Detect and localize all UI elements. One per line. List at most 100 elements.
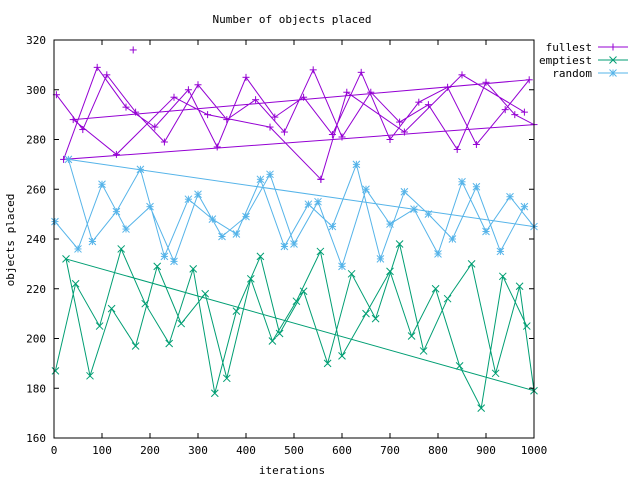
data-point-fullest [415, 98, 423, 106]
data-point-fullest [424, 101, 432, 109]
data-point-fullest [343, 88, 351, 96]
data-point-fullest [328, 131, 336, 139]
data-point-emptiest [347, 269, 356, 278]
data-point-fullest [242, 73, 250, 81]
data-point-random [88, 237, 97, 246]
x-tick-label: 500 [284, 444, 304, 457]
x-tick-label: 400 [236, 444, 256, 457]
data-point-emptiest [467, 260, 476, 268]
data-point-emptiest [201, 289, 210, 298]
y-tick-label: 300 [26, 84, 46, 97]
data-point-emptiest [246, 274, 255, 283]
data-point-fullest [129, 46, 137, 54]
x-tick-label: 600 [332, 444, 352, 457]
data-point-random [208, 215, 217, 223]
data-point-random [376, 255, 385, 263]
data-point-fullest [151, 123, 159, 131]
legend-label-random: random [552, 67, 592, 80]
data-point-emptiest [491, 369, 500, 378]
data-point-emptiest [131, 342, 140, 350]
data-point-random [314, 197, 322, 206]
data-point-fullest [338, 133, 346, 141]
axes-layer: 0 100 200 300 400 500 600 700 800 900 1000 160 180 20… [26, 34, 547, 457]
data-point-random [482, 227, 490, 236]
data-point-random [64, 155, 73, 164]
x-tick-label: 700 [380, 444, 400, 457]
x-axis-label: iterations [259, 464, 325, 477]
data-point-emptiest [141, 299, 150, 308]
y-tick-label: 180 [26, 382, 46, 395]
legend-label-emptiest: emptiest [539, 54, 592, 67]
data-point-random [74, 245, 82, 253]
data-point-emptiest [443, 294, 452, 303]
legend-marker-fullest [609, 43, 617, 51]
x-tick-label: 200 [140, 444, 160, 457]
data-point-fullest [511, 111, 519, 119]
x-tick-label: 800 [428, 444, 448, 457]
data-point-random [160, 252, 169, 261]
data-point-fullest [444, 83, 452, 91]
data-point-fullest [525, 76, 533, 84]
y-tick-label: 260 [26, 183, 46, 196]
chart-title: Number of objects placed [213, 13, 372, 26]
data-point-fullest [184, 86, 192, 94]
data-point-emptiest [522, 322, 531, 330]
data-point-random [338, 262, 346, 271]
data-point-random [146, 202, 154, 211]
y-tick-label: 160 [26, 432, 46, 445]
data-point-emptiest [407, 332, 416, 340]
data-point-random [232, 230, 241, 238]
data-point-random [400, 187, 409, 196]
data-point-random [352, 160, 361, 169]
data-point-fullest [271, 113, 279, 121]
data-point-fullest [280, 128, 288, 136]
data-point-emptiest [419, 347, 428, 355]
data-point-random [506, 192, 514, 201]
data-point-fullest [103, 71, 111, 79]
data-point-emptiest [455, 362, 464, 370]
y-tick-label: 200 [26, 333, 46, 346]
data-point-emptiest [292, 297, 301, 306]
data-point-emptiest [62, 255, 70, 263]
data-point-random [424, 210, 433, 218]
data-point-fullest [122, 103, 130, 111]
data-point-emptiest [95, 322, 104, 330]
data-point-fullest [453, 145, 461, 153]
data-point-emptiest [107, 304, 116, 313]
x-tick-label: 300 [188, 444, 208, 457]
data-point-emptiest [210, 389, 219, 398]
data-point-fullest [309, 66, 317, 74]
data-point-fullest [317, 175, 325, 183]
data-point-emptiest [395, 240, 404, 248]
y-tick-label: 240 [26, 233, 46, 246]
x-tick-label: 1000 [521, 444, 548, 457]
data-point-emptiest [189, 264, 198, 273]
data-point-random [386, 220, 394, 228]
data-point-emptiest [86, 371, 94, 380]
series-line-fullest [56, 66, 536, 181]
data-point-emptiest [299, 287, 308, 296]
data-point-random [266, 170, 274, 179]
data-point-random [184, 195, 193, 204]
data-point-fullest [400, 128, 408, 136]
legend-label-fullest: fullest [546, 41, 592, 54]
data-point-emptiest [386, 267, 394, 276]
data-point-random [98, 180, 106, 189]
plot-layer [51, 46, 538, 413]
data-point-fullest [482, 78, 490, 86]
data-point-fullest [204, 111, 212, 119]
data-point-fullest [194, 81, 202, 89]
data-point-fullest [472, 140, 480, 148]
data-point-emptiest [117, 245, 126, 253]
data-point-random [122, 225, 130, 233]
data-point-fullest [223, 116, 231, 124]
data-point-random [362, 185, 370, 194]
x-tick-label: 100 [92, 444, 112, 457]
data-point-fullest [367, 88, 375, 96]
data-point-fullest [357, 68, 365, 76]
data-point-emptiest [232, 307, 241, 315]
data-point-emptiest [477, 404, 486, 413]
data-point-random [410, 205, 418, 214]
